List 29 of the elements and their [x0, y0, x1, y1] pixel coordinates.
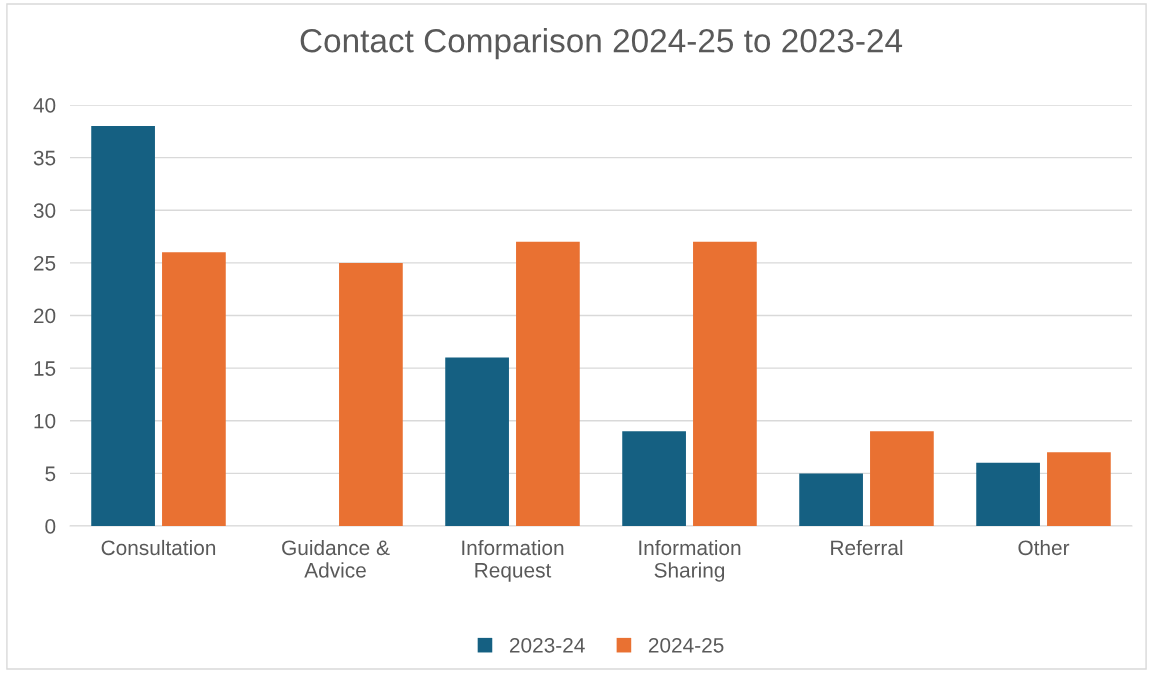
y-tick-label: 15 [34, 361, 56, 376]
y-tick-label: 25 [33, 255, 56, 271]
chart-title: Contact Comparison 2024-25 to 2023-24 [300, 28, 903, 60]
y-tick-label: 40 [33, 98, 56, 113]
legend-label: 2024-25 [648, 637, 724, 653]
x-tick-label: Other [1018, 539, 1070, 556]
y-tick-label: 10 [34, 413, 56, 429]
y-tick-label: 35 [33, 150, 56, 166]
bar [445, 357, 509, 526]
x-tick-label: Referral [831, 539, 903, 556]
bar [693, 241, 757, 526]
bar [91, 126, 155, 526]
y-tick-label: 20 [33, 308, 56, 324]
x-tick-label: Consultation [101, 539, 216, 556]
bar [799, 473, 863, 526]
bar [162, 252, 226, 526]
x-tick-label: Guidance & Advice [282, 539, 390, 578]
x-tick-label: Information Request [462, 539, 564, 582]
x-tick-label: Information Sharing [639, 539, 741, 582]
bar [1047, 452, 1111, 526]
bar [339, 262, 403, 526]
bar [976, 462, 1040, 526]
y-tick-label: 30 [33, 203, 56, 218]
bar [622, 431, 686, 526]
legend-label: 2023-24 [509, 637, 585, 653]
bar [870, 431, 934, 526]
y-tick-label: 0 [45, 519, 56, 534]
bar [516, 241, 580, 526]
y-tick-label: 5 [45, 466, 56, 482]
